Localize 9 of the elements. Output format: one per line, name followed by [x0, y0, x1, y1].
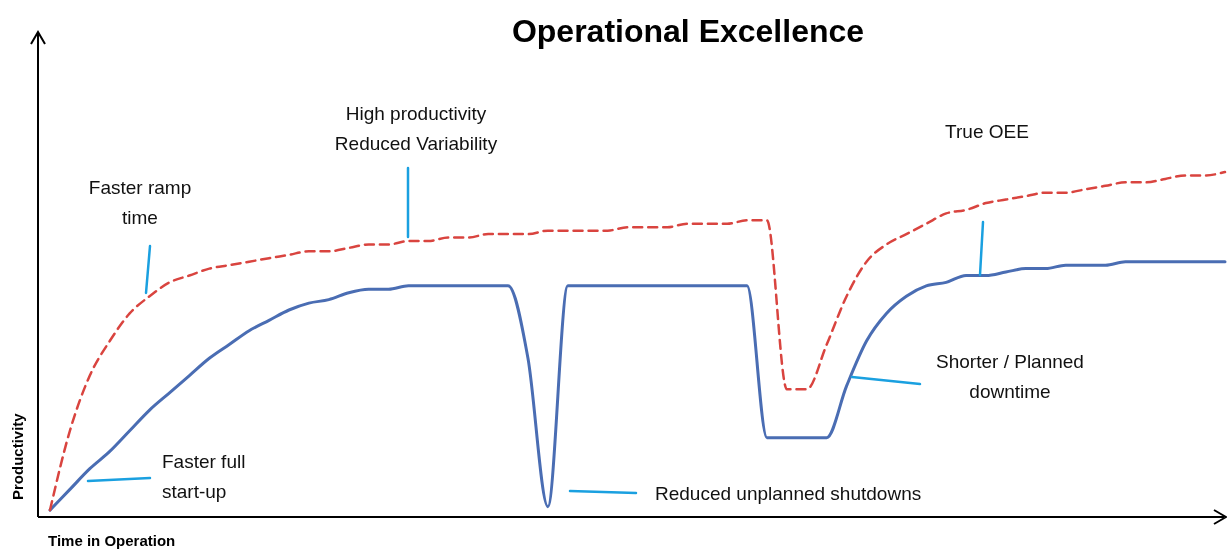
annotation: Faster full start-up — [162, 451, 246, 502]
chart-title: Operational Excellence — [511, 13, 865, 49]
y-axis-title: Productivity — [9, 412, 26, 500]
text: High productivity Reduced Variability — [334, 103, 498, 154]
annotation: Faster ramp time — [88, 177, 192, 228]
annotation: Shorter / Planned downtime — [936, 351, 1084, 402]
x-axis-title: Time in Operation — [48, 532, 176, 549]
text: True OEE — [945, 121, 1029, 142]
annotation: Reduced unplanned shutdowns — [655, 483, 922, 504]
